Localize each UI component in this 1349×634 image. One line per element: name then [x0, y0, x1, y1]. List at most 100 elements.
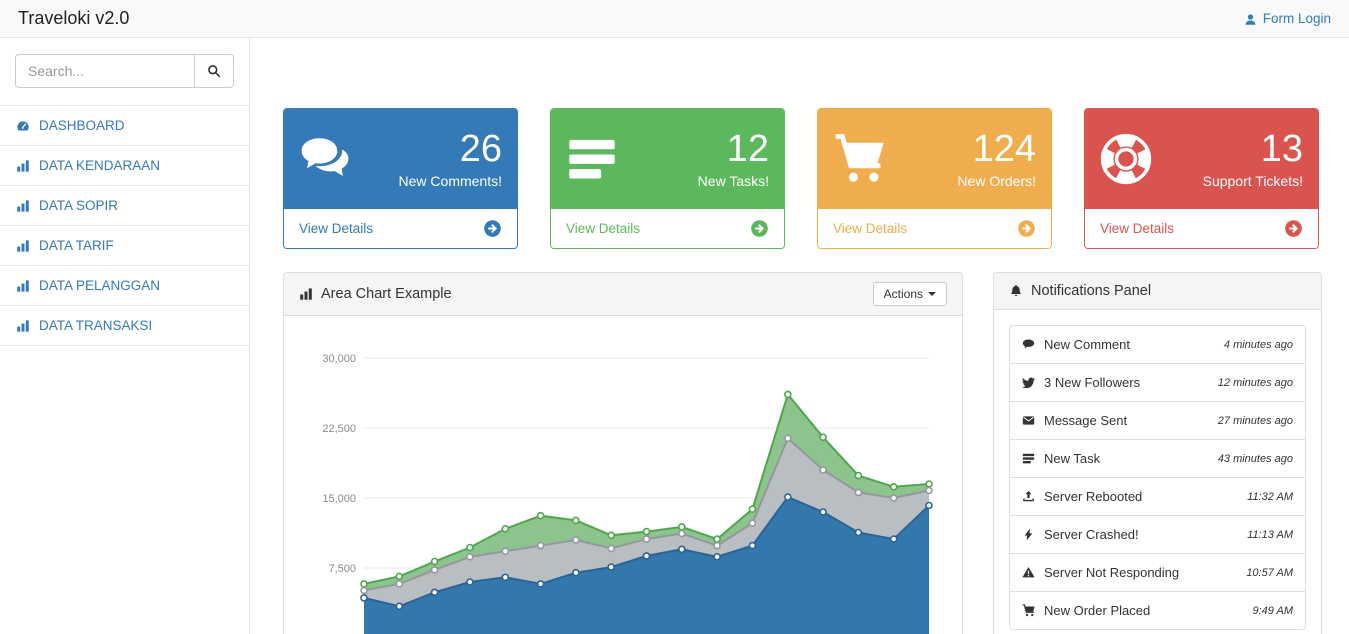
bar-chart-icon — [17, 279, 29, 292]
sidebar-menu-row: DASHBOARD — [0, 106, 249, 146]
search-input[interactable] — [15, 54, 194, 88]
notification-item-server-crashed[interactable]: Server Crashed! 11:13 AM — [1010, 516, 1305, 554]
actions-dropdown-button[interactable]: Actions — [872, 282, 947, 306]
arrow-circle-right-icon — [484, 220, 501, 237]
notification-left: 3 New Followers — [1022, 375, 1140, 390]
notification-item-server-rebooted[interactable]: Server Rebooted 11:32 AM — [1010, 478, 1305, 516]
chart-marker — [501, 525, 510, 533]
notification-item-new-comment[interactable]: New Comment 4 minutes ago — [1010, 326, 1305, 364]
chart-marker — [783, 493, 792, 501]
sidebar-item-data-kendaraan[interactable]: DATA KENDARAAN — [0, 146, 249, 186]
notification-label: New Order Placed — [1044, 603, 1151, 618]
notification-label: Server Rebooted — [1044, 489, 1143, 504]
y-tick-label: 30,000 — [322, 353, 356, 365]
stat-cards-row: 26 New Comments! View Details 12 New Tasks! V… — [283, 108, 1349, 249]
form-login-link[interactable]: Form Login — [1244, 11, 1331, 26]
notification-label: New Comment — [1044, 337, 1130, 352]
chart-marker — [360, 594, 368, 602]
notification-label: 3 New Followers — [1044, 375, 1141, 390]
twitter-icon — [1022, 377, 1035, 389]
chart-marker — [642, 552, 651, 560]
stat-card-new-orders: 124 New Orders! View Details — [817, 108, 1052, 249]
notification-left: New Order Placed — [1022, 603, 1150, 618]
view-details-link[interactable]: View Details — [1085, 209, 1318, 248]
upload-icon — [1023, 490, 1034, 502]
chart-marker — [607, 531, 616, 540]
notifications-panel-title: Notifications Panel — [1009, 283, 1151, 299]
sidebar-item-label: DATA TARIF — [39, 238, 114, 253]
chart-marker — [925, 486, 933, 495]
sidebar-item-label: DATA PELANGGAN — [39, 278, 161, 293]
chart-panel-title-text: Area Chart Example — [321, 286, 452, 302]
sidebar-item-data-transaksi[interactable]: DATA TRANSAKSI — [0, 306, 249, 346]
notification-item-new-task[interactable]: New Task 43 minutes ago — [1010, 440, 1305, 478]
chart-marker — [466, 553, 474, 561]
bar-chart-icon — [17, 319, 29, 332]
notification-item-new-order-placed[interactable]: New Order Placed 9:49 AM — [1010, 592, 1305, 629]
chart-marker — [925, 480, 933, 488]
user-icon — [1245, 14, 1256, 25]
area-blue-series — [364, 497, 929, 634]
notifications-panel: Notifications Panel New Comment 4 minutes… — [993, 272, 1322, 634]
search-button[interactable] — [194, 54, 234, 88]
sidebar-menu-row: DATA PELANGGAN — [0, 266, 249, 306]
chart-marker — [748, 541, 757, 550]
notifications-body: New Comment 4 minutes ago 3 New Followers 1… — [994, 310, 1321, 634]
dashboard-icon — [17, 120, 29, 130]
sidebar-item-data-sopir[interactable]: DATA SOPIR — [0, 186, 249, 226]
notification-left: Message Sent — [1022, 413, 1127, 428]
tasks-icon — [569, 139, 615, 179]
shopping-cart-icon — [1022, 604, 1035, 617]
arrow-circle-right-icon — [1285, 220, 1302, 237]
shopping-cart-icon — [835, 134, 884, 182]
chart-marker — [642, 527, 651, 536]
chart-marker — [395, 572, 404, 581]
warning-icon — [1022, 566, 1035, 578]
chart-marker — [501, 547, 510, 555]
chart-marker — [501, 573, 510, 582]
notification-item-message-sent[interactable]: Message Sent 27 minutes ago — [1010, 402, 1305, 440]
chart-marker — [713, 541, 721, 550]
view-details-link[interactable]: View Details — [551, 209, 784, 248]
chart-marker — [572, 536, 580, 544]
bar-chart-icon-slot — [299, 286, 313, 302]
sidebar-item-data-pelanggan[interactable]: DATA PELANGGAN — [0, 266, 249, 306]
stat-card-figures: 124 New Orders! — [957, 128, 1036, 190]
y-tick-label: 15,000 — [322, 493, 356, 505]
notification-item-3-new-followers[interactable]: 3 New Followers 12 minutes ago — [1010, 364, 1305, 402]
y-tick-label: 22,500 — [322, 423, 356, 435]
notification-label: Server Crashed! — [1044, 527, 1139, 542]
notification-time: 11:32 AM — [1247, 490, 1293, 503]
caret-down-icon — [928, 292, 936, 296]
sidebar-menu-row: DATA KENDARAAN — [0, 146, 249, 186]
chart-marker — [466, 543, 474, 552]
notification-item-server-not-responding[interactable]: Server Not Responding 10:57 AM — [1010, 554, 1305, 592]
sidebar-menu-row: DATA TARIF — [0, 226, 249, 266]
bell-icon-slot — [1009, 283, 1023, 299]
area-chart-panel-title: Area Chart Example — [299, 286, 452, 302]
sidebar: DASHBOARD DATA KENDARAAN DATA SOPIR DATA TA… — [0, 38, 250, 634]
chart-marker — [925, 501, 933, 510]
view-details-link[interactable]: View Details — [818, 209, 1051, 248]
sidebar-item-label: DATA TRANSAKSI — [39, 318, 153, 333]
chart-marker — [536, 511, 545, 520]
chart-marker — [819, 466, 827, 474]
view-details-link[interactable]: View Details — [284, 209, 517, 248]
chart-marker — [430, 588, 439, 597]
chart-marker — [536, 541, 545, 550]
stat-label: New Comments! — [398, 173, 502, 190]
stat-value: 13 — [1260, 127, 1303, 170]
notifications-title-text: Notifications Panel — [1031, 283, 1152, 299]
notification-label: Message Sent — [1044, 413, 1128, 428]
chart-marker — [360, 580, 368, 588]
view-details-label: View Details — [566, 221, 641, 236]
chart-marker — [854, 528, 863, 537]
y-tick-label: 7,500 — [328, 563, 356, 575]
chart-marker — [607, 544, 616, 553]
chart-marker — [854, 471, 863, 480]
stat-card-body: 13 Support Tickets! — [1085, 109, 1318, 209]
stat-label: New Tasks! — [697, 173, 769, 190]
sidebar-item-data-tarif[interactable]: DATA TARIF — [0, 226, 249, 266]
sidebar-item-dashboard[interactable]: DASHBOARD — [0, 106, 249, 146]
